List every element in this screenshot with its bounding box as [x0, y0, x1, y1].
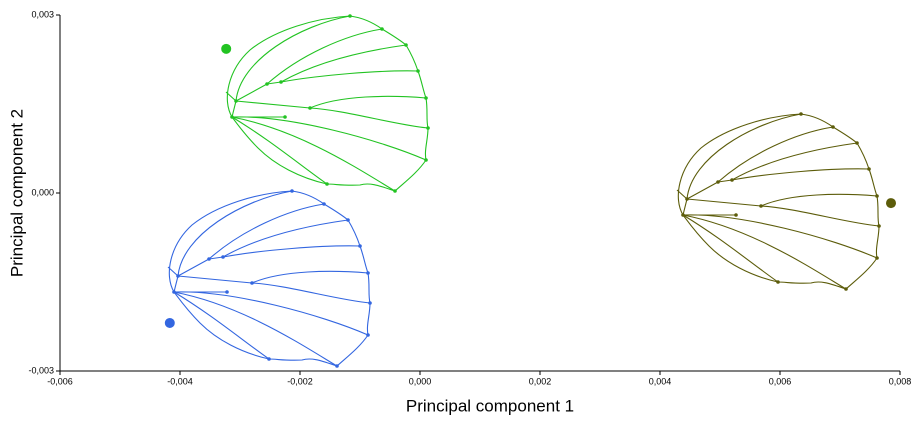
- x-tick-label: 0,006: [769, 376, 792, 386]
- point: [164, 317, 175, 328]
- y-tick-label: -0,003: [28, 365, 54, 375]
- x-tick-label: 0,002: [529, 376, 552, 386]
- wing-outline: [225, 13, 431, 194]
- y-tick-label: 0,000: [31, 187, 54, 197]
- x-tick-label: -0,002: [287, 376, 313, 386]
- x-tick-label: 0,004: [649, 376, 672, 386]
- y-tick-label: 0,003: [31, 9, 54, 19]
- x-axis-title: Principal component 1: [406, 396, 574, 415]
- point: [886, 198, 896, 209]
- x-tick-label: 0,000: [409, 376, 432, 386]
- point: [221, 43, 232, 54]
- wing-outline: [676, 111, 882, 292]
- x-tick-label: -0,004: [167, 376, 193, 386]
- x-tick-label: -0,006: [47, 376, 73, 386]
- wing-outline: [167, 188, 373, 369]
- x-tick-label: 0,008: [889, 376, 912, 386]
- y-axis-title: Principal component 2: [7, 109, 26, 277]
